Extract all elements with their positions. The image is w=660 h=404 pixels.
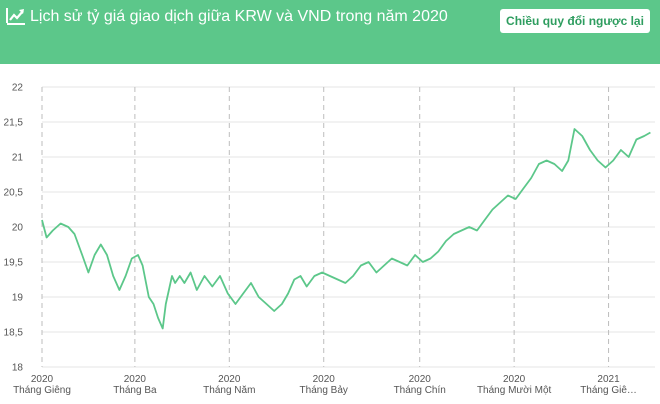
x-tick-label: Tháng Ba: [113, 385, 157, 396]
y-tick-label: 20: [12, 223, 24, 234]
x-tick-year: 2020: [31, 374, 54, 385]
x-tick-label: Tháng Giê…: [580, 385, 637, 396]
x-tick-year: 2021: [597, 374, 620, 385]
chart-header: Lịch sử tỷ giá giao dịch giữa KRW và VND…: [0, 0, 660, 64]
y-tick-label: 19: [12, 293, 24, 304]
y-tick-label: 18: [12, 363, 24, 374]
series-line: [41, 128, 651, 330]
x-tick-year: 2020: [218, 374, 241, 385]
x-tick-year: 2020: [313, 374, 336, 385]
y-tick-label: 19,5: [4, 258, 24, 269]
x-tick-label: Tháng Năm: [203, 385, 255, 396]
y-tick-label: 21: [12, 153, 24, 164]
y-tick-label: 22: [12, 83, 24, 94]
y-tick-label: 21,5: [4, 118, 24, 129]
x-tick-year: 2020: [124, 374, 147, 385]
trend-up-icon: [6, 8, 25, 25]
y-tick-label: 20,5: [4, 188, 24, 199]
y-tick-label: 18,5: [4, 328, 24, 339]
y-axis-labels: 22 21,5 21 20,5 20 19,5 19 18,5 18: [4, 83, 24, 374]
x-tick-label: Tháng Mười Một: [477, 385, 552, 396]
x-tick-year: 2020: [503, 374, 526, 385]
x-tick-label: Tháng Chín: [394, 385, 446, 396]
plot-area: [41, 128, 651, 330]
page-title: Lịch sử tỷ giá giao dịch giữa KRW và VND…: [30, 8, 448, 25]
x-grid: [41, 87, 610, 367]
y-grid: [42, 86, 655, 368]
x-tick-year: 2020: [409, 374, 432, 385]
swap-direction-button[interactable]: Chiều quy đổi ngược lại: [500, 9, 650, 33]
x-tick-label: Tháng Giêng: [13, 385, 71, 396]
x-tick-label: Tháng Bảy: [300, 385, 348, 396]
